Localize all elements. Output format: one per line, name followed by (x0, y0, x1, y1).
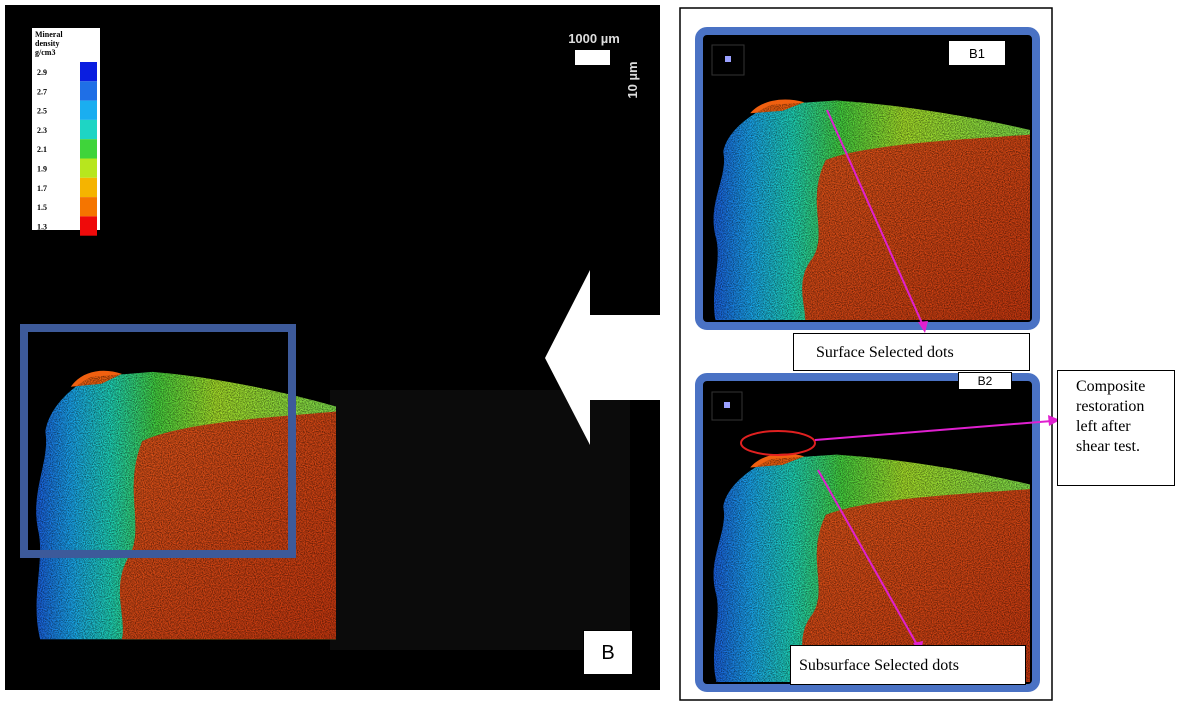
b1-scan (707, 92, 1031, 330)
legend-swatch (80, 62, 97, 81)
legend-label: 2.5 (37, 107, 47, 116)
legend-swatch (80, 159, 97, 178)
callout: Subsurface Selected dots (790, 645, 1026, 685)
legend-label: 1.9 (37, 165, 47, 174)
legend-title-line: g/cm3 (35, 48, 55, 57)
figure: Mineraldensityg/cm3 2.9 2.7 2.5 2.3 2.1 1.9 1.7… (0, 0, 1184, 702)
legend-swatch (80, 101, 97, 120)
legend-label: 2.3 (37, 126, 47, 135)
panel-label: B1 (948, 40, 1006, 66)
legend-swatch (80, 216, 97, 235)
legend-swatch (80, 197, 97, 216)
legend-label: 1.5 (37, 203, 47, 212)
legend-swatch (80, 139, 97, 158)
panel-label: B (583, 630, 633, 675)
scale-side-label: 10 µm (625, 61, 640, 98)
legend-swatch (80, 120, 97, 139)
scale-label: 1000 µm (568, 31, 620, 46)
legend-label: 2.7 (37, 87, 47, 96)
callout: Composite restoration left after shear t… (1057, 370, 1175, 486)
legend-label: 1.7 (37, 184, 47, 193)
legend-label: 1.3 (37, 222, 47, 231)
legend-title-line: Mineral (35, 30, 63, 39)
legend-swatch (80, 81, 97, 100)
legend-title-line: density (35, 39, 59, 48)
scale-bar (575, 50, 610, 65)
callout: Surface Selected dots (793, 333, 1030, 371)
b2-dot (724, 402, 730, 408)
legend-label: 2.1 (37, 145, 47, 154)
panel-label: B2 (958, 372, 1012, 390)
legend-label: 2.9 (37, 68, 47, 77)
legend-swatch (80, 178, 97, 197)
b1-dot (725, 56, 731, 62)
